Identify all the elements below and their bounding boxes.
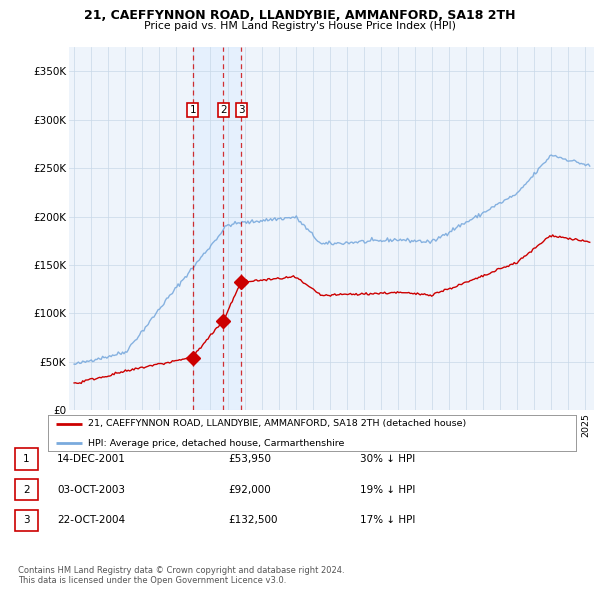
Text: 19% ↓ HPI: 19% ↓ HPI <box>360 485 415 494</box>
Text: 3: 3 <box>23 516 30 525</box>
Text: 3: 3 <box>238 105 245 115</box>
Text: 1: 1 <box>23 454 30 464</box>
Text: £92,000: £92,000 <box>228 485 271 494</box>
Text: 03-OCT-2003: 03-OCT-2003 <box>57 485 125 494</box>
Text: 14-DEC-2001: 14-DEC-2001 <box>57 454 126 464</box>
Text: Price paid vs. HM Land Registry's House Price Index (HPI): Price paid vs. HM Land Registry's House … <box>144 21 456 31</box>
Text: 17% ↓ HPI: 17% ↓ HPI <box>360 516 415 525</box>
Text: 2: 2 <box>23 485 30 494</box>
Text: 1: 1 <box>190 105 196 115</box>
Text: HPI: Average price, detached house, Carmarthenshire: HPI: Average price, detached house, Carm… <box>88 439 344 448</box>
Text: 21, CAEFFYNNON ROAD, LLANDYBIE, AMMANFORD, SA18 2TH: 21, CAEFFYNNON ROAD, LLANDYBIE, AMMANFOR… <box>84 9 516 22</box>
Bar <box>193 47 241 410</box>
Text: Contains HM Land Registry data © Crown copyright and database right 2024.
This d: Contains HM Land Registry data © Crown c… <box>18 566 344 585</box>
Text: £53,950: £53,950 <box>228 454 271 464</box>
Text: £132,500: £132,500 <box>228 516 277 525</box>
Text: 21, CAEFFYNNON ROAD, LLANDYBIE, AMMANFORD, SA18 2TH (detached house): 21, CAEFFYNNON ROAD, LLANDYBIE, AMMANFOR… <box>88 419 466 428</box>
Text: 22-OCT-2004: 22-OCT-2004 <box>57 516 125 525</box>
Text: 2: 2 <box>220 105 227 115</box>
Text: 30% ↓ HPI: 30% ↓ HPI <box>360 454 415 464</box>
